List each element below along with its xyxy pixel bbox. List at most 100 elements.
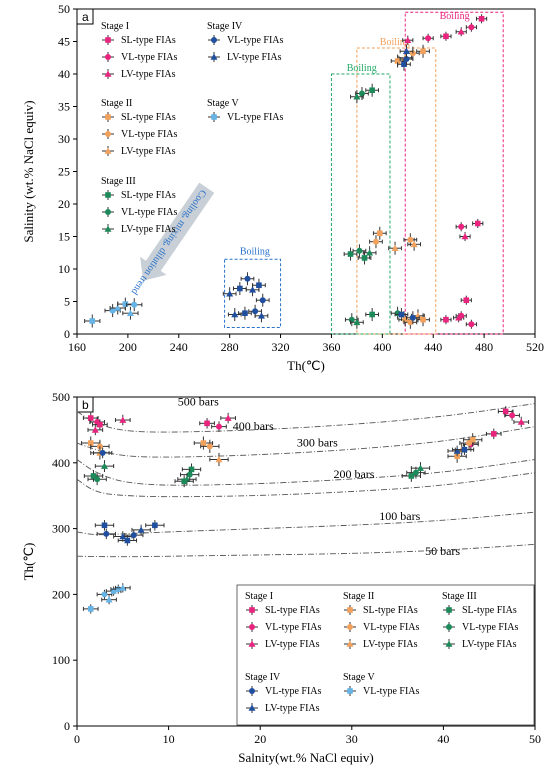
panel-b-x-ticks: 0 10 20 30 40 50 — [74, 726, 541, 746]
data-point — [82, 604, 99, 614]
y-tick-label: 10 — [58, 262, 70, 276]
point-marker — [347, 251, 354, 257]
data-point — [83, 470, 104, 482]
point-marker — [403, 56, 410, 63]
legend-marker — [105, 54, 111, 60]
y-tick-label: 50 — [58, 2, 70, 16]
point-marker — [244, 275, 251, 282]
point-marker — [468, 321, 475, 328]
data-point — [92, 447, 113, 459]
panel-b-legend: Stage I SL-type FIAs VL-type FIAs LV-type F… — [236, 584, 535, 726]
panel-a-x-ticks: 160 200 240 280 320 360 400 440 480 520 — [68, 334, 544, 354]
panel-b-y-ticks: 0 100 200 300 400 500 — [52, 390, 77, 733]
data-point — [440, 315, 452, 325]
data-point — [252, 278, 266, 292]
panel-b-label-box — [76, 396, 94, 413]
point-marker — [87, 415, 94, 421]
x-tick-label: 30 — [346, 732, 358, 746]
data-point — [357, 251, 372, 265]
data-point — [240, 272, 255, 286]
point-marker — [453, 447, 461, 454]
data-point — [497, 406, 514, 417]
legend-frame — [236, 584, 535, 726]
x-tick-label: 360 — [322, 340, 340, 354]
legend-marker — [249, 624, 255, 630]
data-point — [87, 473, 107, 486]
legend-stage-heading: Stage V — [343, 672, 376, 683]
legend-label: LV-type FIAs — [227, 52, 282, 63]
panel-b: b 500 bars 400 bars 300 bars 200 bars 100 ba… — [21, 390, 541, 765]
point-marker — [455, 314, 463, 321]
point-marker — [89, 318, 96, 324]
x-tick-label: 240 — [170, 340, 188, 354]
data-point — [459, 231, 471, 242]
legend-stage-heading: Stage IV — [207, 21, 243, 32]
point-marker — [131, 301, 138, 308]
data-point — [238, 306, 252, 320]
y-tick-label: 15 — [58, 230, 70, 244]
point-marker — [215, 456, 223, 463]
x-tick-label: 520 — [526, 340, 544, 354]
point-marker — [410, 240, 418, 248]
x-tick-label: 0 — [74, 732, 80, 746]
point-marker — [403, 47, 411, 55]
data-point — [406, 466, 426, 479]
point-marker — [353, 93, 361, 100]
legend-marker — [347, 607, 353, 613]
legend-label: VL-type FIAs — [265, 622, 321, 633]
x-tick-label: 50 — [529, 732, 541, 746]
x-tick-label: 280 — [221, 340, 239, 354]
point-marker — [206, 443, 213, 450]
point-marker — [119, 532, 127, 540]
point-marker — [457, 28, 465, 35]
data-point — [343, 247, 358, 261]
point-marker — [469, 436, 476, 443]
x-tick-label: 400 — [373, 340, 391, 354]
legend-stage-heading: Stage IV — [245, 672, 281, 683]
legend-label: SL-type FIAs — [265, 605, 320, 616]
data-point — [455, 222, 467, 232]
isobar-label: 400 bars — [233, 419, 274, 433]
isobar-line — [76, 511, 536, 536]
point-marker — [249, 286, 257, 293]
point-marker — [420, 316, 426, 323]
isobar-label: 100 bars — [379, 509, 420, 523]
legend-marker — [445, 640, 453, 647]
point-marker — [425, 35, 432, 42]
point-marker — [188, 466, 195, 473]
y-tick-label: 25 — [58, 165, 70, 179]
point-marker — [119, 584, 127, 591]
data-point — [350, 90, 364, 104]
data-point — [131, 524, 151, 536]
y-tick-label: 0 — [64, 327, 70, 341]
legend-label: SL-type FIAs — [121, 112, 176, 123]
data-point — [222, 287, 237, 301]
point-marker — [409, 314, 416, 321]
data-point — [362, 246, 377, 260]
point-marker — [509, 412, 516, 419]
legend-marker — [346, 640, 354, 647]
x-tick-label: 440 — [424, 340, 442, 354]
data-point — [460, 295, 472, 305]
legend-label: VL-type FIAs — [227, 112, 283, 123]
legend-label: VL-type FIAs — [121, 129, 177, 140]
boiling-label: Boiling — [440, 11, 470, 22]
legend-label: SL-type FIAs — [363, 605, 418, 616]
isobar-label: 200 bars — [333, 467, 374, 481]
data-point — [401, 470, 421, 482]
data-point — [96, 528, 116, 540]
point-marker — [490, 431, 497, 437]
point-marker — [119, 416, 127, 423]
point-marker — [126, 309, 134, 316]
point-marker — [394, 58, 401, 64]
point-marker — [90, 473, 97, 479]
isobar-label: 500 bars — [178, 395, 219, 409]
data-point — [465, 319, 477, 329]
point-marker — [110, 588, 117, 594]
legend-stage-heading: Stage I — [245, 591, 273, 602]
legend-marker — [104, 147, 112, 154]
y-tick-label: 45 — [58, 35, 70, 49]
data-point — [459, 436, 479, 450]
data-point — [416, 44, 430, 58]
data-point — [455, 311, 467, 321]
